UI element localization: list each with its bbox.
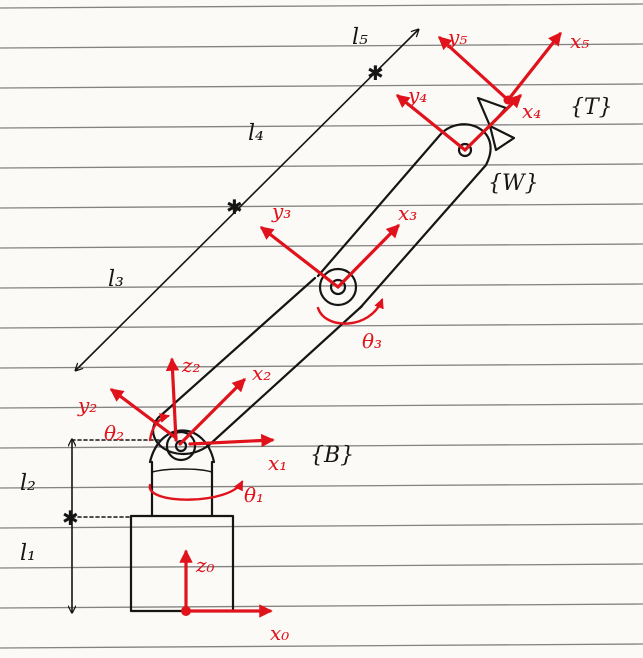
axis-z2-arrow xyxy=(165,357,180,442)
dimension-l3-l5-line xyxy=(76,30,418,370)
ruled-line xyxy=(0,363,643,369)
label-y3: y₃ xyxy=(271,199,291,223)
rotation-theta3-arc xyxy=(316,298,384,325)
joint1-housing xyxy=(148,429,216,518)
label-z0: z₀ xyxy=(195,553,215,577)
rotation-theta2-arc xyxy=(148,413,170,442)
joint-2 xyxy=(165,430,197,462)
axis-y2-arrow xyxy=(109,388,178,440)
label-l5: l₅ xyxy=(352,25,368,50)
label-y5: y₅ xyxy=(447,25,467,49)
ruled-line xyxy=(0,523,643,529)
frame-label-base: {B} xyxy=(310,443,354,468)
axis-y5-arrow xyxy=(438,36,510,102)
label-theta2: θ₂ xyxy=(104,421,124,445)
label-x0: x₀ xyxy=(270,621,289,645)
label-y2: y₂ xyxy=(77,393,97,417)
ruled-line xyxy=(0,203,643,209)
axis-x5-arrow xyxy=(506,31,562,102)
ruled-line xyxy=(0,243,643,249)
joint1-housing-band xyxy=(151,468,213,473)
label-x3: x₃ xyxy=(398,201,417,225)
axis-x3-arrow xyxy=(336,224,400,289)
label-l1: l₁ xyxy=(20,541,36,566)
label-l3: l₃ xyxy=(108,267,124,292)
axis-x4-arrow xyxy=(463,94,522,152)
ruled-line xyxy=(0,323,643,329)
label-theta1: θ₁ xyxy=(244,483,264,507)
ruled-line xyxy=(0,603,643,609)
axis-y4-arrow xyxy=(395,94,467,152)
ruled-line xyxy=(0,283,643,289)
ruled-line xyxy=(0,643,643,649)
ruled-line xyxy=(0,483,643,489)
label-x4: x₄ xyxy=(522,99,541,123)
ruled-line xyxy=(0,43,643,49)
frame-label-wrist: {W} xyxy=(488,171,539,196)
ruled-line xyxy=(0,83,643,89)
star-mark: ✱ xyxy=(367,61,384,85)
label-x2: x₂ xyxy=(252,361,271,385)
axis-x1-arrow xyxy=(188,433,275,448)
ruled-line xyxy=(0,3,643,9)
ruled-line xyxy=(0,563,643,569)
axis-x2-arrow xyxy=(178,378,246,446)
notebook-rules xyxy=(0,3,643,649)
label-l4: l₄ xyxy=(248,121,264,146)
ruled-line xyxy=(0,403,643,409)
base-block xyxy=(129,514,235,613)
ruled-line xyxy=(0,163,643,169)
label-y4: y₄ xyxy=(407,83,427,107)
joint-wrist xyxy=(457,142,473,158)
label-z2: z₂ xyxy=(181,353,201,377)
label-theta3: θ₃ xyxy=(362,329,382,353)
label-x5: x₅ xyxy=(570,29,589,53)
axis-y3-arrow xyxy=(259,226,340,289)
label-l2: l₂ xyxy=(20,471,36,496)
star-mark: ✱ xyxy=(62,506,79,530)
ruled-line xyxy=(0,443,643,449)
rotation-theta1-arc xyxy=(148,480,244,501)
frame-label-tool: {T} xyxy=(570,95,613,120)
star-mark: ✱ xyxy=(226,195,243,219)
label-x1: x₁ xyxy=(268,451,287,475)
